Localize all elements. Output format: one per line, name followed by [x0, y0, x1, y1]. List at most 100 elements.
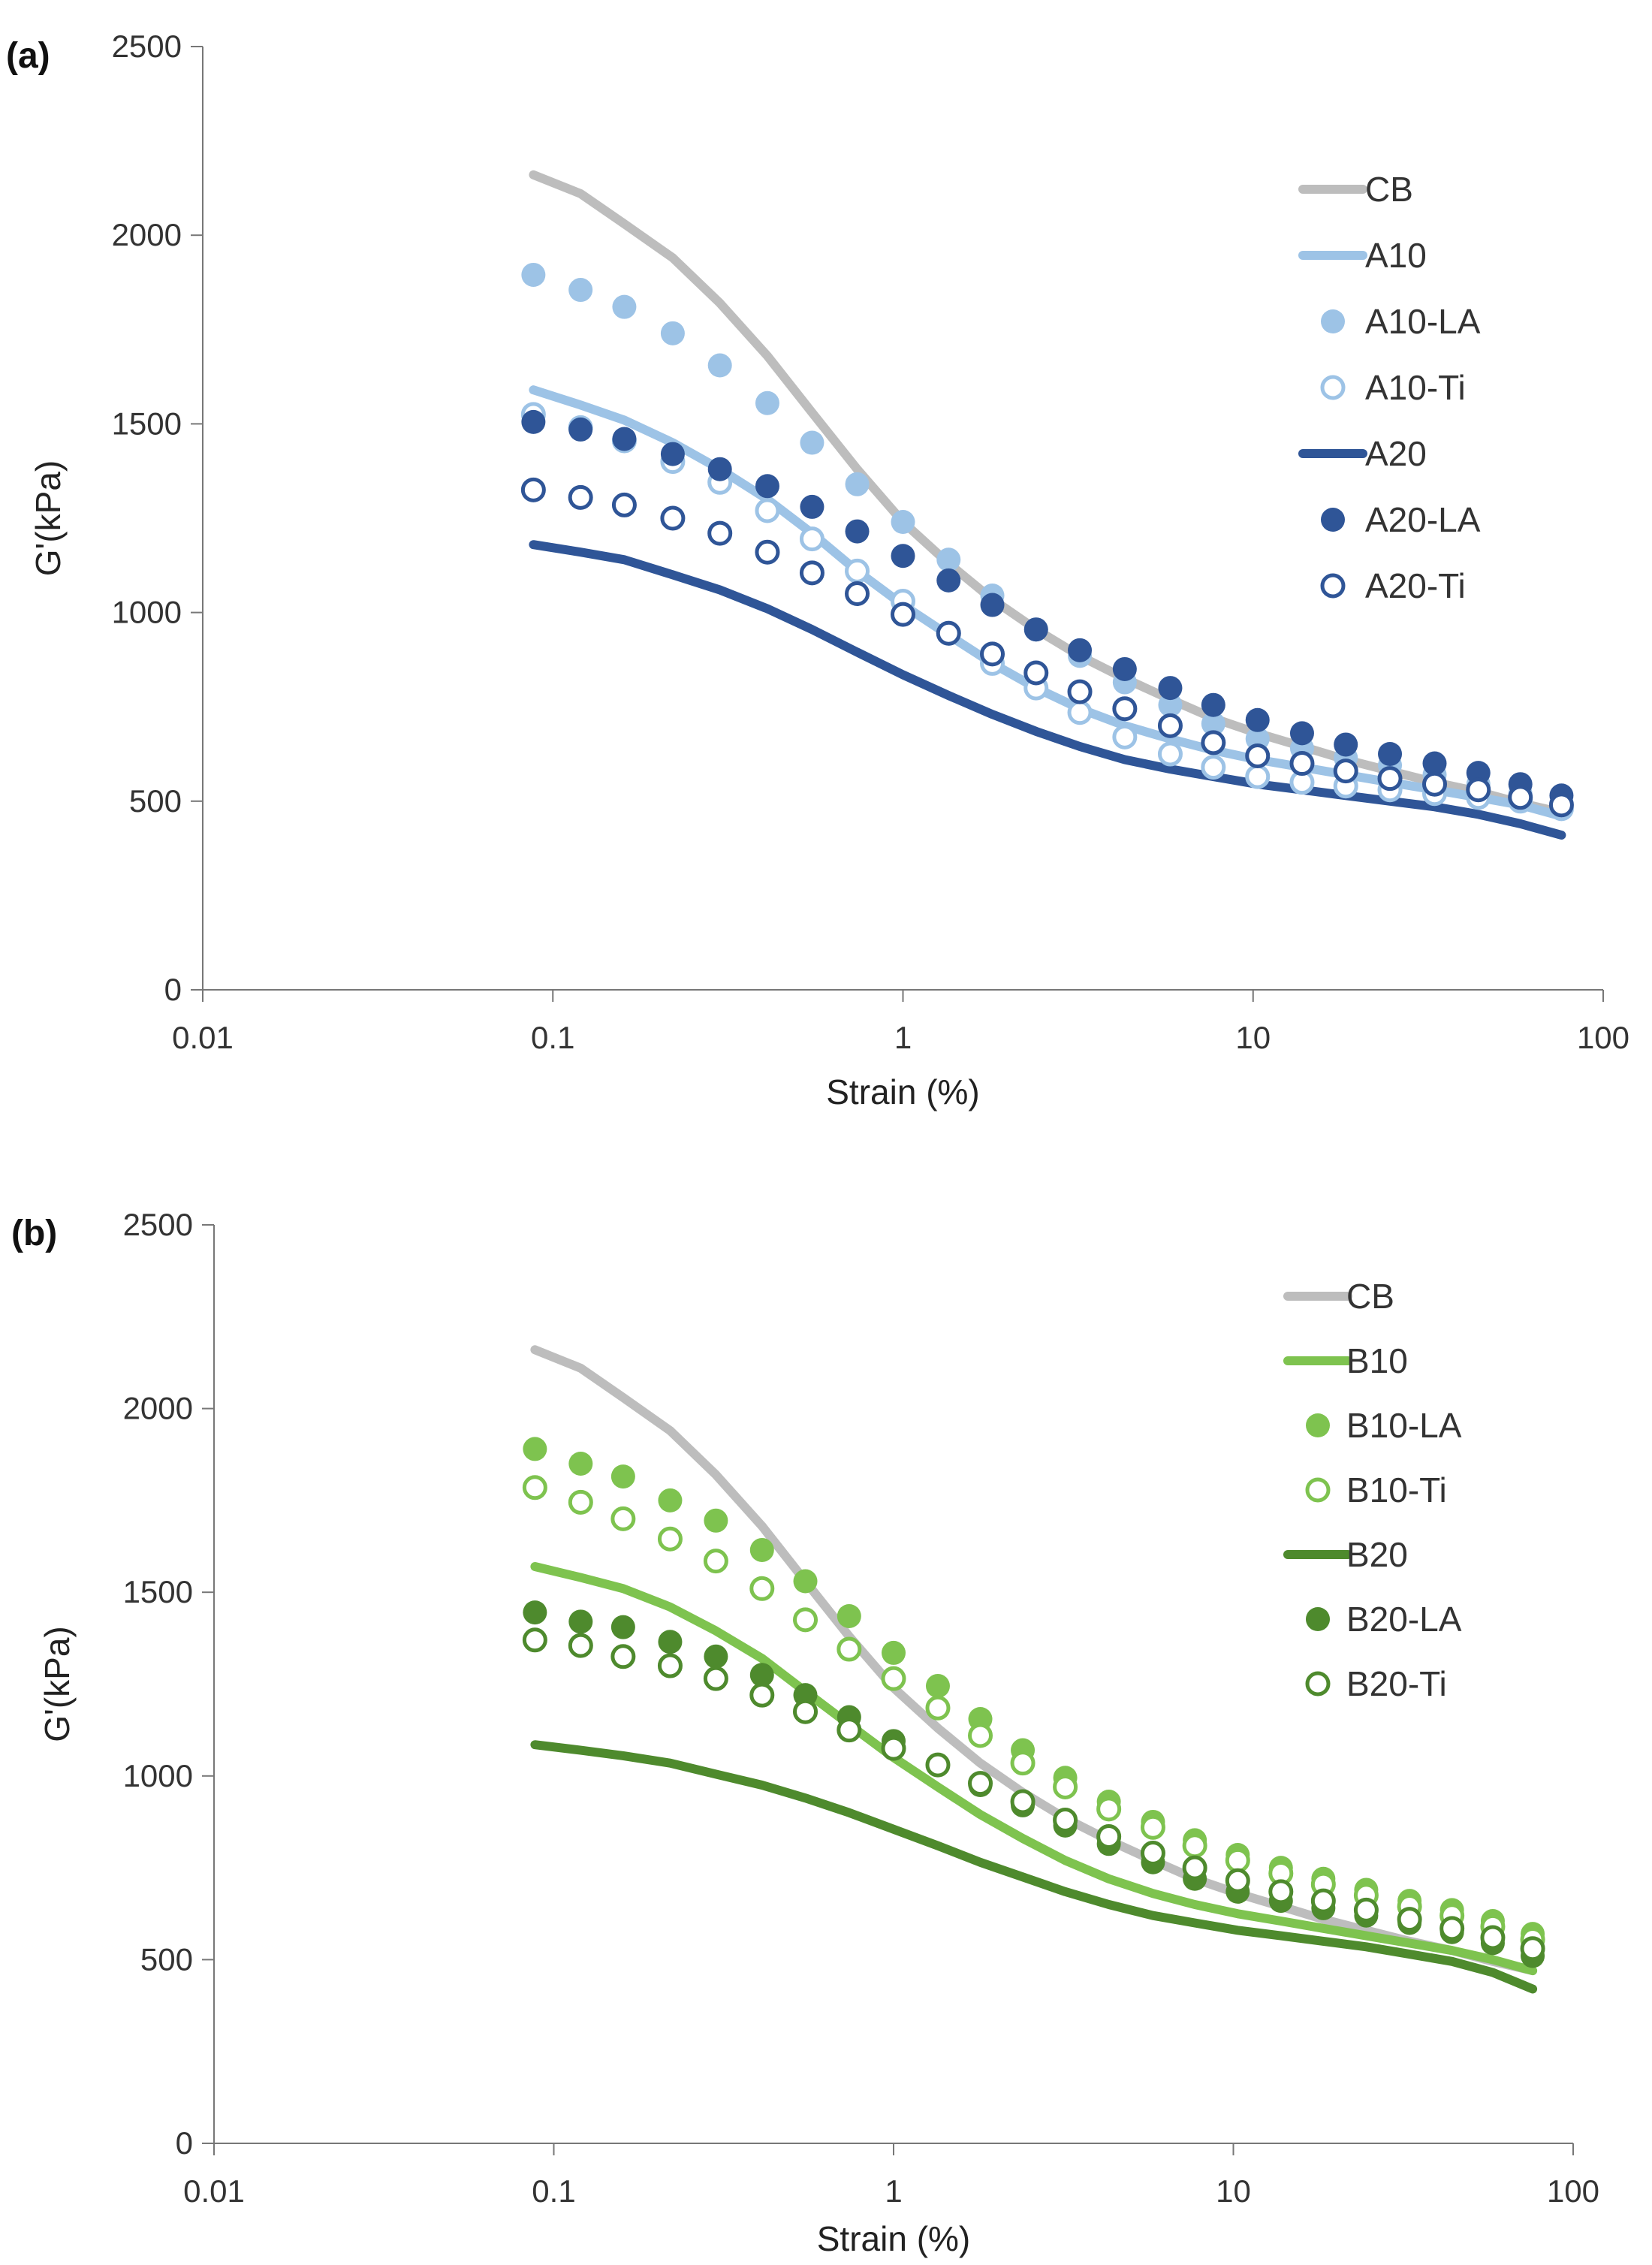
data-point-a20-ti — [1157, 713, 1183, 738]
y-tick-label: 1500 — [123, 1574, 193, 1609]
data-point-a10-la — [936, 547, 961, 572]
data-point-a20-ti — [1201, 730, 1226, 756]
data-point-a20-la — [568, 417, 593, 442]
data-point-b10-ti — [1140, 1814, 1165, 1840]
data-point-b10-ti — [1096, 1796, 1122, 1822]
x-tick-label: 0.1 — [532, 2173, 575, 2209]
data-point-a20-ti — [568, 484, 593, 510]
legend: CB A10 A10-LA A10-Ti A20 A20-LA A20-Ti — [1298, 170, 1481, 605]
y-tick-label: 2000 — [112, 217, 182, 252]
data-point-b10-ti — [657, 1526, 683, 1552]
x-tick-label: 0.1 — [531, 1020, 574, 1055]
data-point-a20-la — [707, 457, 732, 481]
data-point-b20-ti — [568, 1633, 593, 1658]
legend-swatch-marker — [1320, 573, 1346, 599]
data-point-b10-ti — [1010, 1751, 1036, 1776]
data-point-a20-ti — [1067, 679, 1093, 704]
data-point-a10-ti — [1201, 755, 1226, 780]
legend: CB B10 B10-LA B10-Ti B20 B20-LA B20-Ti — [1283, 1277, 1462, 1703]
legend-item: B10 — [1283, 1341, 1408, 1380]
data-point-a20-la — [1112, 656, 1137, 681]
legend-label: CB — [1365, 170, 1413, 209]
data-point-a20-ti — [1112, 696, 1138, 722]
legend-label: B20-LA — [1346, 1600, 1462, 1639]
data-point-a20-ti — [1333, 759, 1358, 784]
data-point-b20-ti — [1480, 1925, 1506, 1950]
data-point-b20-ti — [968, 1771, 993, 1796]
data-point-b20-ti — [1353, 1897, 1379, 1923]
x-tick-label: 0.01 — [183, 2173, 245, 2209]
data-point-b20-ti — [522, 1627, 547, 1653]
data-point-b10-la — [523, 1437, 547, 1461]
data-point-a20-la — [980, 593, 1005, 617]
legend-label: A10-LA — [1365, 302, 1481, 341]
legend-label: A20-LA — [1365, 500, 1481, 539]
legend-label: A20-Ti — [1365, 566, 1466, 605]
legend-item: B20-LA — [1306, 1600, 1462, 1639]
legend-item: B20-Ti — [1305, 1664, 1447, 1703]
data-point-a20-la — [936, 568, 961, 593]
data-point-a20-ti — [980, 641, 1005, 667]
data-point-a20-ti — [1245, 743, 1271, 769]
legend-swatch-marker — [1306, 1413, 1330, 1437]
legend-label: CB — [1346, 1277, 1394, 1316]
legend-item: CB — [1298, 170, 1413, 209]
x-tick-label: 1 — [885, 2173, 902, 2209]
legend-swatch-marker — [1321, 508, 1345, 532]
data-point-a20-ti — [799, 560, 824, 586]
data-point-a20-la — [1245, 707, 1270, 732]
data-point-b20-la — [704, 1644, 728, 1669]
data-point-a10-ti — [845, 558, 870, 584]
legend-label: B20 — [1346, 1535, 1408, 1574]
y-axis-label: G'(kPa) — [29, 460, 68, 576]
chart-panel-b: 0 500 1000 1500 2000 2500 0.01 0.1 1 10 100 Strain … — [11, 1207, 1599, 2258]
legend-item: B20 — [1283, 1535, 1408, 1574]
data-point-b20-la — [568, 1609, 593, 1634]
data-point-b10-la — [925, 1673, 950, 1698]
legend-item: CB — [1283, 1277, 1394, 1316]
data-point-b10-ti — [703, 1549, 728, 1574]
data-point-a10-la — [612, 294, 637, 319]
data-point-a10-ti — [1067, 700, 1093, 725]
data-point-a20-la — [1023, 617, 1048, 642]
data-point-b10-ti — [568, 1489, 593, 1515]
legend-item: A10-Ti — [1320, 368, 1466, 407]
series-line-a20 — [529, 540, 1566, 840]
data-point-b10-la — [610, 1464, 635, 1489]
legend-swatch-marker — [1305, 1671, 1331, 1696]
legend-label: B20-Ti — [1346, 1664, 1447, 1703]
data-point-a20-ti — [755, 539, 780, 565]
legend-label: B10-LA — [1346, 1406, 1462, 1445]
data-point-a20-la — [845, 519, 870, 544]
data-point-b20-ti — [1397, 1907, 1422, 1932]
chart-panel-a: 0 500 1000 1500 2000 2500 0.01 0.1 1 10 100 Strain … — [6, 29, 1629, 1111]
data-point-b20-ti — [881, 1736, 906, 1761]
data-point-b20-ti — [657, 1653, 683, 1678]
data-point-b20-ti — [610, 1644, 636, 1669]
series-line-b10 — [530, 1562, 1538, 1976]
data-point-a20-la — [755, 474, 779, 499]
data-point-b20-la — [658, 1630, 683, 1654]
data-point-a20-la — [1289, 721, 1314, 746]
x-tick-label: 0.01 — [172, 1020, 234, 1055]
data-point-b10-ti — [925, 1695, 951, 1721]
data-point-b20-ti — [1520, 1936, 1545, 1962]
data-point-a10-ti — [755, 498, 780, 523]
legend-item: A20-Ti — [1320, 566, 1466, 605]
data-point-b20-ti — [837, 1718, 862, 1743]
data-point-a10-la — [707, 353, 732, 378]
series-line-b20 — [530, 1740, 1538, 1994]
data-point-b20-ti — [1225, 1868, 1250, 1893]
data-point-a20-ti — [520, 477, 546, 502]
legend-swatch-marker — [1305, 1477, 1331, 1503]
y-tick-label: 500 — [140, 1941, 193, 1977]
data-point-b20-ti — [1053, 1808, 1078, 1833]
data-point-a10-la — [568, 278, 593, 303]
y-tick-label: 1000 — [123, 1758, 193, 1793]
x-axis-label: Strain (%) — [817, 2219, 970, 2258]
data-point-b20-la — [749, 1663, 774, 1687]
y-tick-label: 2500 — [123, 1207, 193, 1242]
data-point-a10-la — [1245, 726, 1270, 751]
data-point-a10-la — [1201, 711, 1225, 736]
data-point-a10-ti — [1112, 724, 1138, 749]
